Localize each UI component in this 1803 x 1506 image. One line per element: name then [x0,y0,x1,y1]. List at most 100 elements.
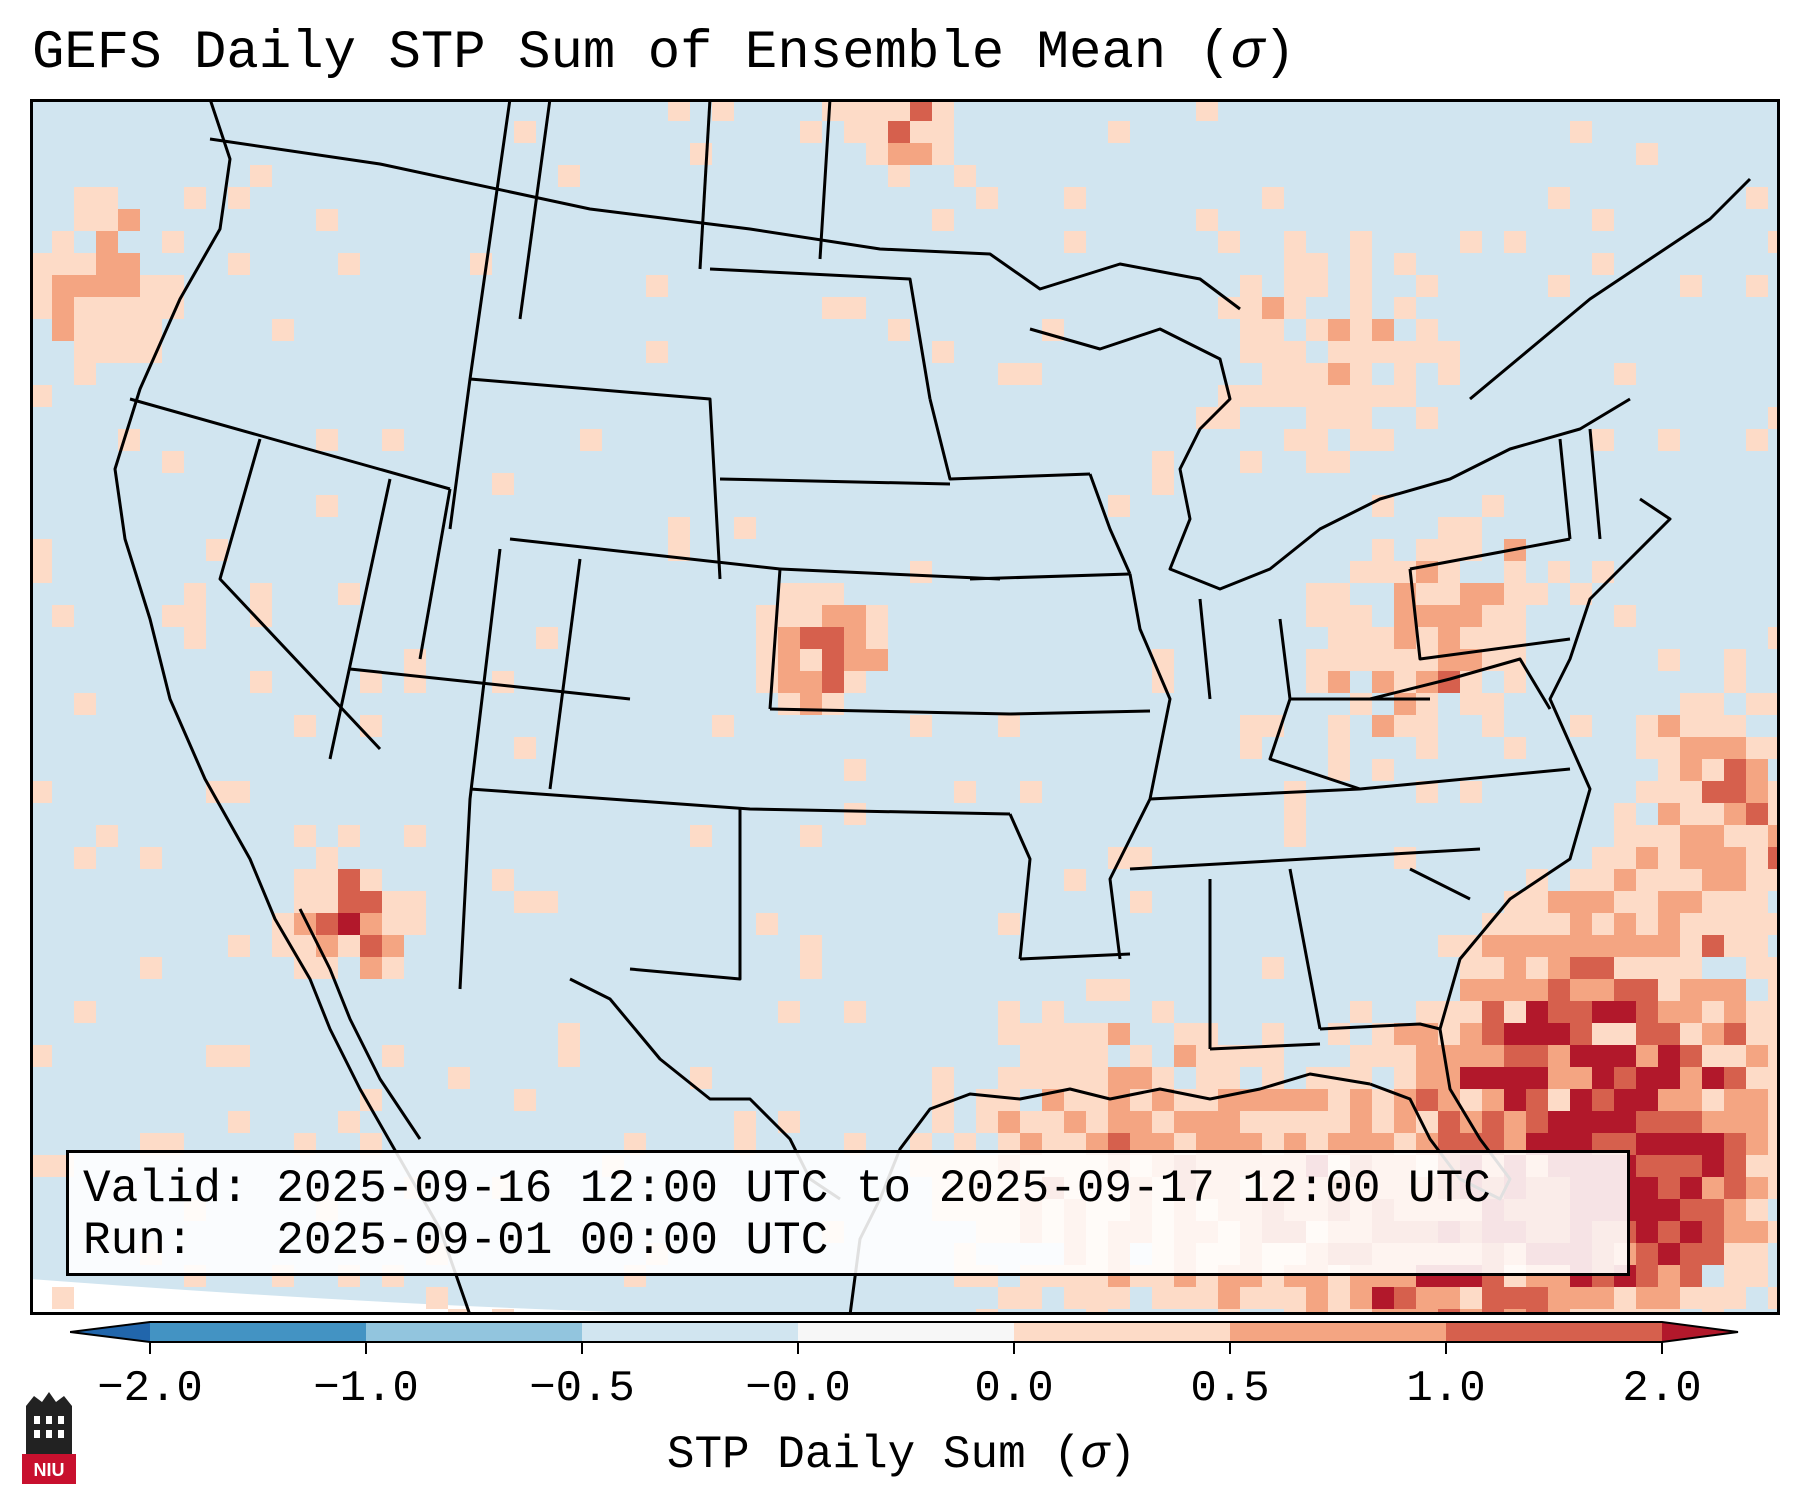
stp-cell [1548,913,1570,935]
stp-cell [294,869,316,891]
stp-cell [1328,1089,1350,1111]
stp-cell [1526,1111,1548,1133]
stp-cell [778,649,800,671]
stp-cell [1592,935,1614,957]
stp-cell [1460,693,1482,715]
stp-cell [1482,1111,1504,1133]
stp-cell [1350,253,1372,275]
stp-cell [514,737,536,759]
stp-cell [1724,671,1746,693]
stp-cell [514,891,536,913]
stp-cell [954,781,976,803]
stp-cell [1658,759,1680,781]
stp-cell [1658,847,1680,869]
stp-cell [1064,1133,1086,1155]
stp-cell [30,781,52,803]
stp-cell [800,693,822,715]
stp-cell [1658,1067,1680,1089]
stp-cell [1328,605,1350,627]
stp-cell [1438,1111,1460,1133]
stp-cell [1284,803,1306,825]
cbar-segment [1230,1322,1446,1342]
stp-cell [1174,1023,1196,1045]
stp-cell [1372,1287,1394,1309]
stp-cell [96,341,118,363]
stp-cell [1680,1177,1702,1199]
stp-cell [1592,209,1614,231]
stp-cell [1658,979,1680,1001]
stp-cell [1702,847,1724,869]
stp-cell [844,1133,866,1155]
stp-cell [1702,693,1724,715]
state-line [1288,868,1322,1030]
stp-cell [1570,121,1592,143]
stp-cell [1350,1287,1372,1309]
stp-cell [1064,1067,1086,1089]
stp-cell [1394,253,1416,275]
stp-cell [316,495,338,517]
stp-cell [1064,1045,1086,1067]
stp-cell [734,517,756,539]
stp-cell [1262,1089,1284,1111]
stp-cell [1240,275,1262,297]
stp-cell [1746,1045,1768,1067]
stp-cell [338,869,360,891]
stp-cell [360,1133,382,1155]
stp-cell [382,935,404,957]
stp-cell [1526,979,1548,1001]
stp-cell [1306,363,1328,385]
stp-cell [1482,1287,1504,1309]
stp-cell [1636,957,1658,979]
stp-cell [1746,1221,1768,1243]
stp-cell [932,121,954,143]
stp-cell [822,99,844,121]
cbar-segment [798,1322,1014,1342]
stp-cell [1614,1111,1636,1133]
stp-cell [74,1001,96,1023]
stp-cell [1174,1045,1196,1067]
stp-cell [316,891,338,913]
stp-cell [1658,429,1680,451]
stp-cell [1284,231,1306,253]
stp-cell [1460,1023,1482,1045]
stp-cell [1460,957,1482,979]
stp-cell [1702,1045,1724,1067]
stp-cell [1438,627,1460,649]
stp-cell [1724,1221,1746,1243]
stp-cell [1724,1089,1746,1111]
stp-cell [96,825,118,847]
state-line [518,99,552,320]
stp-cell [1416,605,1438,627]
stp-cell [998,1287,1020,1309]
stp-cell [30,1155,52,1177]
stp-cell [382,1045,404,1067]
stp-cell [1570,913,1592,935]
stp-cell [1416,1089,1438,1111]
stp-cell [1086,1287,1108,1309]
stp-cell [1504,561,1526,583]
stp-cell [1394,847,1416,869]
state-line [1268,698,1361,791]
stp-cell [1482,715,1504,737]
stp-cell [1680,869,1702,891]
stp-cell [1570,715,1592,737]
stp-cell [1724,1155,1746,1177]
stp-cell [360,957,382,979]
stp-cell [1658,1243,1680,1265]
stp-cell [74,363,96,385]
stp-cell [1306,429,1328,451]
cbar-segment [150,1322,366,1342]
stp-cell [844,1001,866,1023]
state-line [1108,573,1172,960]
stp-cell [1152,473,1174,495]
stp-cell [1614,979,1636,1001]
stp-cell [1372,429,1394,451]
state-line [1409,537,1571,571]
stp-cell [1438,1045,1460,1067]
stp-cell [184,605,206,627]
stp-cell [1438,1023,1460,1045]
stp-cell [778,1001,800,1023]
stp-cell [1350,275,1372,297]
stp-cell [1372,1045,1394,1067]
stp-cell [1680,1265,1702,1287]
